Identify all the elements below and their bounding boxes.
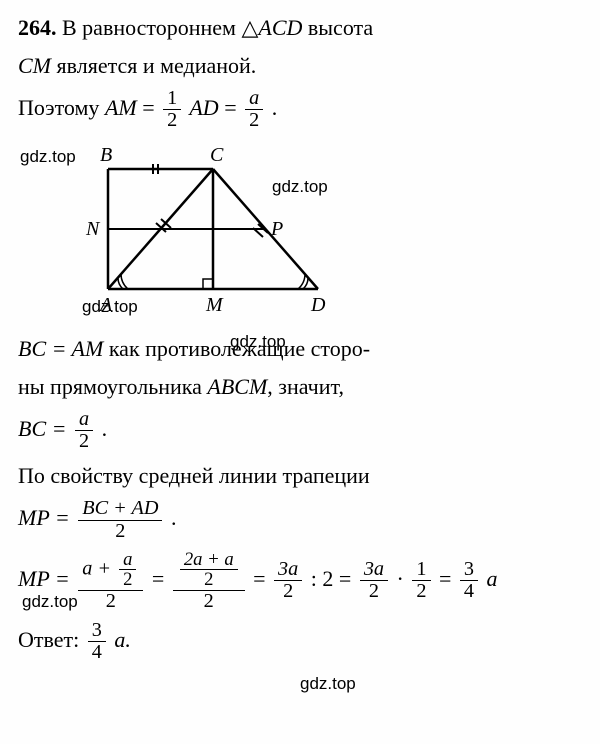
- line-5: ны прямоугольника ABCM, значит,: [18, 371, 582, 403]
- fraction: 12: [412, 559, 430, 602]
- text: , значит,: [267, 374, 344, 399]
- fraction: a2: [75, 409, 93, 452]
- text: =: [137, 95, 160, 120]
- answer-label: Ответ:: [18, 627, 85, 652]
- text: BC =: [18, 416, 72, 441]
- text: =: [248, 566, 271, 591]
- svg-text:B: B: [100, 144, 112, 166]
- text: AD: [184, 95, 218, 120]
- fraction: 2a + a22: [173, 550, 245, 612]
- fraction: a + a22: [78, 550, 143, 612]
- svg-text:C: C: [210, 144, 224, 166]
- text: AM: [105, 95, 137, 120]
- fraction: 34: [460, 559, 478, 602]
- line-2: CM является и медианой.: [18, 50, 582, 82]
- watermark: gdz.top: [300, 672, 356, 697]
- text: .: [96, 416, 107, 441]
- line-8: MP = BC + AD2 .: [18, 498, 582, 541]
- text: .: [266, 95, 277, 120]
- text: В равностороннем △: [62, 15, 258, 40]
- watermark: gdz.top: [230, 330, 286, 355]
- line-4: BC = AM как противолежащие сторо-: [18, 333, 582, 365]
- watermark: gdz.top: [82, 295, 138, 320]
- line-6: BC = a2 .: [18, 409, 582, 452]
- text: По свойству средней линии трапеции: [18, 463, 370, 488]
- fraction: 34: [88, 620, 106, 663]
- fraction: a2: [245, 88, 263, 131]
- svg-text:P: P: [270, 218, 283, 240]
- answer-line: Ответ: 34 a.: [18, 620, 582, 663]
- text: a: [481, 566, 498, 591]
- svg-text:M: M: [205, 294, 224, 314]
- fraction: 3a2: [360, 559, 388, 602]
- fraction: 3a2: [274, 559, 302, 602]
- text: : 2 =: [305, 566, 357, 591]
- text: ·: [391, 566, 409, 591]
- watermark: gdz.top: [272, 175, 328, 200]
- svg-text:N: N: [85, 218, 101, 240]
- text: является и медианой.: [51, 53, 256, 78]
- text: =: [146, 566, 169, 591]
- text: ACD: [258, 15, 302, 40]
- text: BC = AM: [18, 336, 103, 361]
- watermark: gdz.top: [22, 590, 78, 615]
- text: .: [165, 505, 176, 530]
- text: MP =: [18, 566, 75, 591]
- line-3: Поэтому AM = 12 AD = a2 .: [18, 88, 582, 131]
- text: a.: [109, 627, 131, 652]
- text: MP =: [18, 505, 75, 530]
- fraction: 12: [163, 88, 181, 131]
- geometry-diagram: B C N P A M D: [58, 139, 348, 314]
- problem-number: 264.: [18, 15, 57, 40]
- line-1: 264. В равностороннем △ACD высота: [18, 12, 582, 44]
- text: =: [434, 566, 457, 591]
- line-9: MP = a + a22 = 2a + a22 = 3a2 : 2 = 3a2 …: [18, 550, 582, 612]
- text: Поэтому: [18, 95, 105, 120]
- text: ны прямоугольника: [18, 374, 207, 399]
- text: CM: [18, 53, 51, 78]
- text: ABCM: [207, 374, 267, 399]
- text: =: [219, 95, 242, 120]
- watermark: gdz.top: [20, 145, 76, 170]
- line-7: По свойству средней линии трапеции: [18, 460, 582, 492]
- fraction: BC + AD2: [78, 498, 162, 541]
- text: высота: [302, 15, 373, 40]
- svg-text:D: D: [310, 294, 326, 314]
